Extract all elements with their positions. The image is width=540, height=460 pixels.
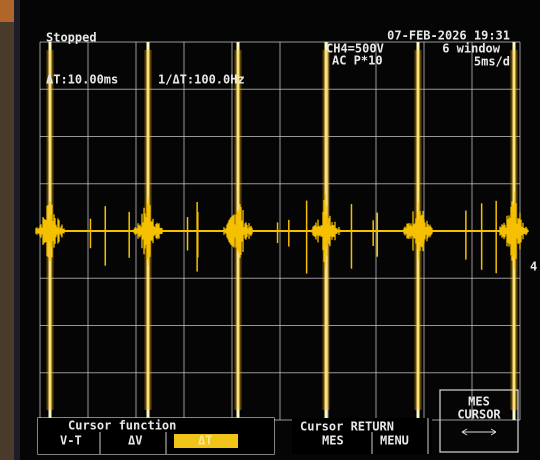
bezel (0, 0, 14, 460)
softkey-option: ΔV (128, 434, 142, 448)
bezel-edge (14, 0, 20, 460)
softkey-label: MES (468, 395, 490, 409)
scope-photo: Stopped 07-FEB-2026 19:31 CH4=500V AC P*… (0, 0, 540, 460)
softkey-option: MENU (380, 434, 409, 448)
softkey-option: ΔT (198, 434, 212, 448)
cursor-inverse: 1/ΔT:100.0Hz (158, 73, 245, 87)
softkey-title: Cursor RETURN (300, 420, 394, 434)
status: Stopped (46, 31, 97, 45)
softkey-label: CURSOR (457, 408, 501, 422)
softkey-title: Cursor function (68, 419, 176, 433)
window: 6 window (442, 42, 501, 56)
softkey-option: MES (322, 434, 344, 448)
channel-marker: 4 (530, 260, 537, 274)
bezel-corner (0, 0, 14, 22)
coupling: AC P*10 (332, 54, 383, 68)
timebase: 5ms/d (474, 55, 510, 69)
page: Stopped 07-FEB-2026 19:31 CH4=500V AC P*… (0, 0, 540, 460)
cursor-delta-t: ΔT:10.00ms (46, 73, 118, 87)
datetime: 07-FEB-2026 19:31 (387, 29, 510, 43)
softkey-option: V-T (60, 434, 82, 448)
